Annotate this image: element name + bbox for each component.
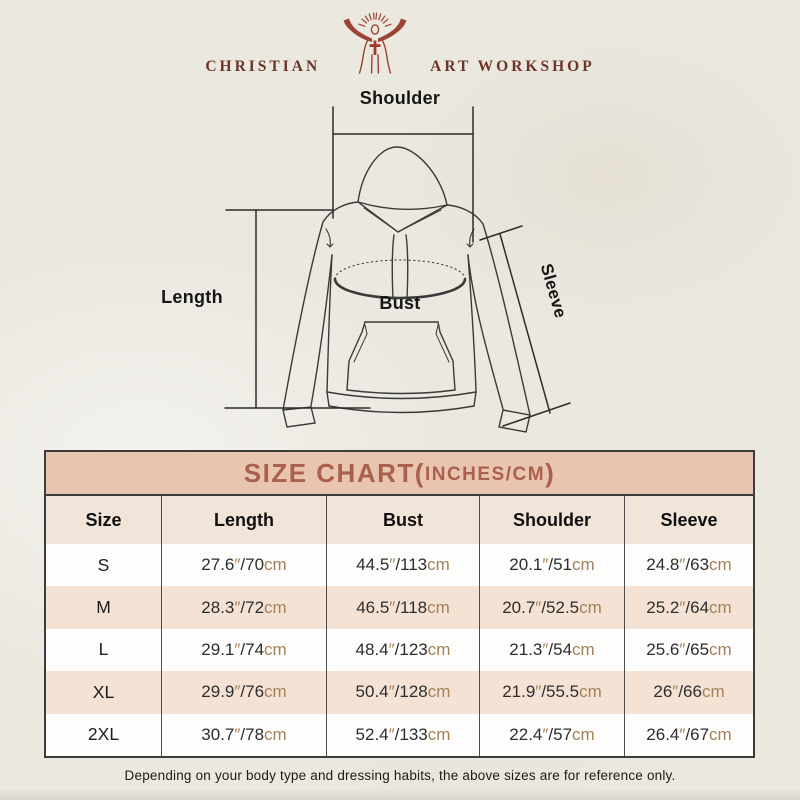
jesus-open-arms-rays-icon: [329, 9, 421, 88]
title-prefix: SIZE CHART(: [243, 457, 425, 488]
shoulder-measurement-cell: 20.7 ″/52.5 cm: [480, 586, 625, 629]
length-measurement-cell: 29.9 ″/76 cm: [162, 671, 327, 714]
size-cell: 2XL: [46, 713, 162, 756]
size-cell: L: [46, 628, 162, 672]
size-chart-body: S 27.6 ″/70 cm 44.5 ″/113 cm 20.1 ″/51 cm 24.8 ″/63…: [46, 544, 753, 756]
title-unit: INCHES/CM: [424, 463, 546, 485]
table-row: S 27.6 ″/70 cm 44.5 ″/113 cm 20.1 ″/51 cm 24.8 ″/63…: [46, 544, 753, 587]
logo-text-left: CHRISTIAN: [205, 58, 321, 75]
bust-measurement-cell: 50.4 ″/128 cm: [327, 671, 480, 714]
column-header: Size: [46, 496, 162, 544]
table-row: 2XL 30.7 ″/78 cm 52.4 ″/133 cm 22.4 ″/57 cm 26.4 ″ /…: [46, 713, 753, 756]
size-chart: SIZE CHART(INCHES/CM) Size Length Bust Shou…: [44, 450, 755, 758]
table-row: XL 29.9 ″/76 cm 50.4 ″/128 cm 21.9 ″/55.5 cm 26 ″/6…: [46, 671, 753, 714]
bust-measurement-cell: 44.5 ″/113 cm: [327, 544, 480, 587]
shoulder-measurement-cell: 22.4 ″/57 cm: [480, 713, 625, 756]
bust-measurement-cell: 52.4 ″/133 cm: [327, 713, 480, 756]
size-chart-title: SIZE CHART(INCHES/CM): [46, 452, 753, 496]
size-cell: XL: [46, 671, 162, 714]
length-measurement-cell: 27.6 ″/70 cm: [162, 544, 327, 587]
sleeve-measurement-cell: 24.8 ″/63 cm: [646, 555, 732, 575]
size-chart-header-row: Size Length Bust Shoulder Sleeve: [46, 496, 753, 544]
hoodie-measurement-diagram: [224, 106, 571, 433]
reference-note: Depending on your body type and dressing…: [124, 768, 676, 783]
sleeve-measurement-cell: 25.6 ″/65 cm: [646, 639, 732, 659]
table-row: M 28.3 ″/72 cm 46.5 ″/118 cm 20.7 ″/52.5 cm 25.2 ″ /…: [46, 586, 753, 629]
shoulder-measurement-cell: 21.3 ″/54 cm: [480, 628, 625, 672]
diagram-label-length: Length: [161, 287, 223, 307]
length-measurement-cell: 29.1 ″/74 cm: [162, 628, 327, 672]
table-row: L 29.1 ″/74 cm 48.4 ″/123 cm 21.3 ″/54 cm 25.6 ″/65…: [46, 628, 753, 672]
shoulder-measurement-cell: 20.1 ″/51 cm: [480, 544, 625, 587]
length-measurement-cell: 28.3 ″/72 cm: [162, 586, 327, 629]
size-cell: M: [46, 586, 162, 629]
diagram-label-bust: Bust: [379, 293, 421, 313]
column-header: Bust: [327, 496, 480, 544]
size-cell: S: [46, 544, 162, 587]
length-measurement-cell: 30.7 ″/78 cm: [162, 713, 327, 756]
column-header: Length: [162, 496, 327, 544]
sleeve-measurement-cell: 25.2 ″/64 cm: [646, 597, 732, 617]
bust-measurement-cell: 46.5 ″/118 cm: [327, 586, 480, 629]
shoulder-measurement-cell: 21.9 ″/55.5 cm: [480, 671, 625, 714]
diagram-label-shoulder: Shoulder: [359, 88, 441, 108]
sleeve-measurement-cell: 26.4 ″/67 cm: [646, 724, 732, 744]
column-header: Sleeve: [660, 509, 718, 530]
dimension-lines: [224, 106, 571, 427]
column-header: Shoulder: [480, 496, 625, 544]
bust-measurement-cell: 48.4 ″/123 cm: [327, 628, 480, 672]
title-suffix: ): [545, 457, 556, 488]
logo: CHRISTIAN: [0, 12, 800, 88]
logo-text-right: ART WORKSHOP: [430, 58, 595, 75]
sleeve-measurement-cell: 26 ″/66 cm: [653, 682, 725, 702]
